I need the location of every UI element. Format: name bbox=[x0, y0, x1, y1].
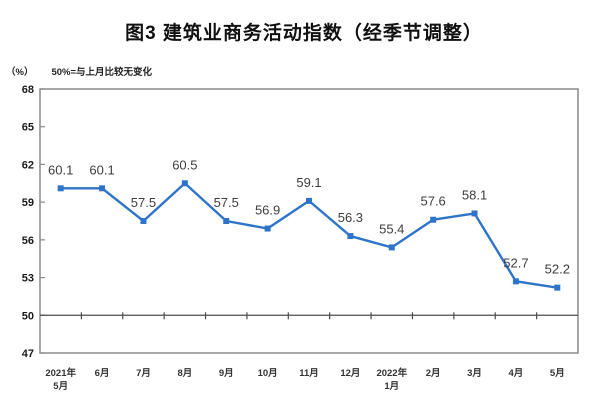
x-tick-label: 10月 bbox=[258, 368, 278, 379]
data-point bbox=[471, 210, 478, 217]
y-tick-label: 47 bbox=[22, 348, 34, 360]
y-tick-label: 53 bbox=[22, 273, 34, 285]
data-label: 52.2 bbox=[545, 262, 570, 277]
x-tick-label: 2月 bbox=[426, 368, 441, 379]
x-tick-label-line2: 5月 bbox=[53, 381, 68, 392]
data-point bbox=[140, 218, 147, 224]
x-tick-label: 11月 bbox=[299, 368, 319, 379]
x-tick-label-line2: 1月 bbox=[384, 381, 399, 392]
data-point bbox=[306, 197, 312, 204]
y-tick-label: 68 bbox=[22, 84, 34, 96]
y-tick-label: 56 bbox=[22, 235, 34, 247]
y-tick-label: 65 bbox=[22, 122, 34, 134]
reference-note: 50%=与上月比较无变化 bbox=[51, 67, 153, 78]
y-tick-label: 50 bbox=[22, 310, 34, 322]
data-point bbox=[181, 180, 188, 187]
x-tick-label: 7月 bbox=[136, 368, 151, 379]
x-tick-label: 2021年 bbox=[45, 367, 76, 379]
x-tick-label: 5月 bbox=[550, 368, 565, 379]
data-point bbox=[57, 185, 64, 192]
data-label: 56.9 bbox=[255, 203, 280, 218]
chart-title: 图3 建筑业商务活动指数（经季节调整） bbox=[125, 23, 483, 44]
plot-border bbox=[39, 88, 579, 354]
data-label: 58.1 bbox=[462, 187, 487, 202]
data-point bbox=[430, 216, 437, 223]
data-point bbox=[554, 284, 561, 291]
data-label: 60.5 bbox=[172, 157, 197, 172]
data-point bbox=[99, 185, 106, 192]
data-label: 60.1 bbox=[48, 162, 73, 177]
data-point bbox=[223, 218, 230, 224]
data-label: 57.6 bbox=[420, 194, 445, 209]
x-tick-label: 8月 bbox=[177, 368, 192, 379]
axis-note-row: （%） 50%=与上月比较无变化 bbox=[6, 64, 152, 78]
data-point bbox=[512, 278, 519, 285]
data-point bbox=[388, 244, 395, 251]
x-tick-label: 3月 bbox=[467, 368, 482, 379]
data-label: 57.5 bbox=[214, 195, 239, 210]
data-label: 55.4 bbox=[379, 221, 404, 236]
x-tick-label: 12月 bbox=[340, 368, 360, 379]
data-point bbox=[347, 233, 354, 240]
data-label: 59.1 bbox=[296, 175, 321, 190]
x-tick-label: 2022年 bbox=[376, 367, 407, 379]
y-tick-label: 59 bbox=[22, 197, 34, 209]
x-tick-label: 9月 bbox=[219, 368, 234, 379]
data-label: 57.5 bbox=[131, 195, 156, 210]
data-point bbox=[264, 225, 271, 232]
data-label: 52.7 bbox=[503, 255, 528, 270]
x-tick-label: 4月 bbox=[509, 368, 524, 379]
data-label: 56.3 bbox=[338, 210, 363, 225]
y-tick-label: 62 bbox=[22, 159, 34, 171]
data-label: 60.1 bbox=[89, 162, 114, 177]
x-tick-label: 6月 bbox=[95, 368, 110, 379]
y-axis-unit-label: （%） bbox=[6, 67, 34, 78]
